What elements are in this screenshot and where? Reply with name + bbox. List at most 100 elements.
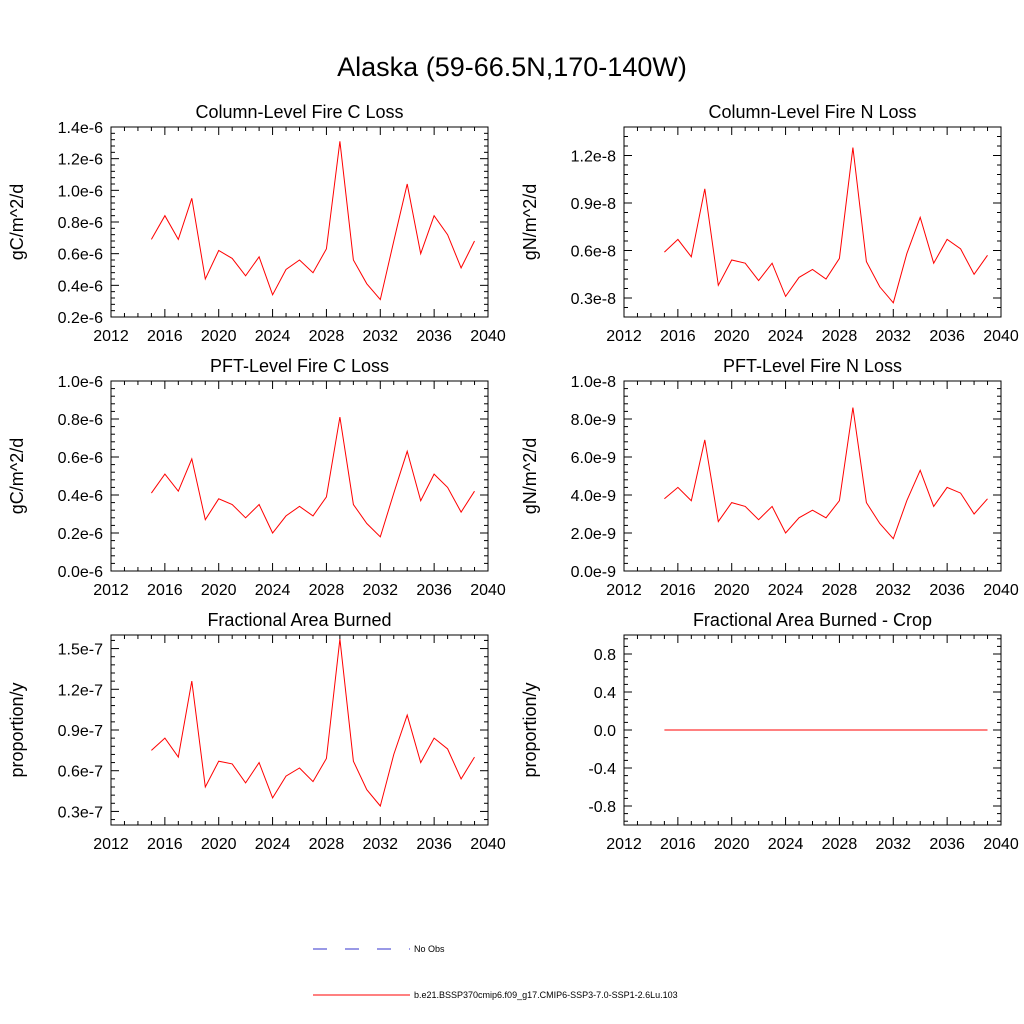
- x-tick-label: 2012: [606, 328, 642, 345]
- x-tick-label: 2032: [362, 582, 398, 599]
- chart-panel-4: PFT-Level Fire N Loss gN/m^2/d 2012 2016 202…: [520, 356, 1019, 599]
- panel-title: PFT-Level Fire N Loss: [723, 356, 902, 376]
- y-tick-label: 0.8e-6: [58, 215, 103, 232]
- panel-title: PFT-Level Fire C Loss: [210, 356, 389, 376]
- y-tick-label: 0.4e-6: [58, 488, 103, 505]
- x-tick-label: 2032: [362, 328, 398, 345]
- y-tick-label: -0.8: [588, 799, 616, 816]
- y-tick-label: 1.4e-6: [58, 120, 103, 137]
- y-tick-label: -0.4: [588, 761, 616, 778]
- y-axis-label: gC/m^2/d: [7, 184, 27, 260]
- chart-panel-5: Fractional Area Burned proportion/y 2012 20…: [7, 610, 506, 853]
- x-tick-label: 2012: [93, 582, 129, 599]
- x-tick-label: 2016: [660, 582, 696, 599]
- x-tick-label: 2028: [822, 328, 858, 345]
- x-tick-label: 2016: [147, 582, 183, 599]
- panel-title: Fractional Area Burned: [207, 610, 391, 630]
- panel-title: Column-Level Fire N Loss: [708, 102, 916, 122]
- y-tick-label: 0.6e-6: [58, 450, 103, 467]
- x-tick-label: 2032: [875, 582, 911, 599]
- x-tick-label: 2016: [660, 836, 696, 853]
- x-tick-label: 2020: [201, 836, 237, 853]
- x-tick-label: 2028: [822, 836, 858, 853]
- x-tick-label: 2036: [929, 836, 965, 853]
- y-axis-label: gN/m^2/d: [520, 184, 540, 260]
- x-tick-label: 2012: [606, 836, 642, 853]
- y-tick-label: 0.2e-6: [58, 310, 103, 327]
- panel-title: Column-Level Fire C Loss: [195, 102, 403, 122]
- y-tick-label: 0.0e-9: [571, 564, 616, 581]
- x-tick-label: 2024: [768, 582, 804, 599]
- y-tick-label: 1.5e-7: [58, 642, 103, 659]
- y-tick-label: 1.0e-6: [58, 374, 103, 391]
- x-tick-label: 2040: [470, 582, 506, 599]
- y-tick-label: 0.9e-7: [58, 723, 103, 740]
- plot-frame: [623, 380, 1002, 572]
- y-tick-label: 0.9e-8: [571, 196, 616, 213]
- x-tick-label: 2040: [983, 328, 1019, 345]
- x-tick-label: 2028: [309, 836, 345, 853]
- x-tick-label: 2036: [929, 328, 965, 345]
- x-tick-label: 2016: [147, 836, 183, 853]
- y-tick-label: 0.6e-7: [58, 764, 103, 781]
- x-tick-label: 2032: [875, 836, 911, 853]
- plot-frame: [110, 380, 489, 572]
- panel-title: Fractional Area Burned - Crop: [693, 610, 932, 630]
- y-axis-label: proportion/y: [520, 682, 540, 777]
- series-line: [150, 141, 475, 301]
- x-tick-label: 2020: [201, 582, 237, 599]
- y-tick-label: 0.6e-8: [571, 244, 616, 261]
- x-tick-label: 2012: [93, 836, 129, 853]
- chart-panel-1: Column-Level Fire C Loss gC/m^2/d 2012 2016…: [7, 102, 506, 345]
- x-tick-label: 2040: [470, 328, 506, 345]
- x-tick-label: 2032: [875, 328, 911, 345]
- x-tick-label: 2024: [768, 836, 804, 853]
- page-title: Alaska (59-66.5N,170-140W): [337, 52, 687, 82]
- x-tick-label: 2036: [416, 582, 452, 599]
- series-line: [151, 639, 475, 808]
- y-tick-label: 0.0e-6: [58, 564, 103, 581]
- y-tick-label: 0.6e-6: [58, 247, 103, 264]
- x-tick-label: 2040: [983, 836, 1019, 853]
- x-tick-label: 2024: [768, 328, 804, 345]
- x-tick-label: 2028: [309, 328, 345, 345]
- y-tick-label: 1.0e-6: [58, 183, 103, 200]
- y-tick-label: 0.2e-6: [58, 526, 103, 543]
- x-tick-label: 2024: [255, 836, 291, 853]
- y-tick-label: 6.0e-9: [571, 450, 616, 467]
- y-tick-label: 1.2e-6: [58, 152, 103, 169]
- y-tick-label: 2.0e-9: [571, 526, 616, 543]
- chart-panel-6: Fractional Area Burned - Crop proportion/…: [520, 610, 1019, 853]
- series-line: [664, 147, 988, 304]
- x-tick-label: 2040: [470, 836, 506, 853]
- x-tick-label: 2036: [416, 328, 452, 345]
- x-tick-label: 2028: [309, 582, 345, 599]
- x-tick-label: 2020: [714, 328, 750, 345]
- y-tick-label: 0.3e-7: [58, 804, 103, 821]
- y-tick-label: 0.4e-6: [58, 278, 103, 295]
- y-tick-label: 0.0: [594, 723, 616, 740]
- y-tick-label: 0.8: [594, 647, 616, 664]
- y-axis-label: gN/m^2/d: [520, 438, 540, 514]
- x-tick-label: 2040: [983, 582, 1019, 599]
- x-tick-label: 2016: [660, 328, 696, 345]
- chart-panel-3: PFT-Level Fire C Loss gC/m^2/d 2012 2016 202…: [7, 356, 506, 599]
- plot-frame: [623, 126, 1002, 318]
- x-tick-label: 2024: [255, 582, 291, 599]
- y-axis-label: gC/m^2/d: [7, 438, 27, 514]
- x-tick-label: 2012: [93, 328, 129, 345]
- y-tick-label: 0.8e-6: [58, 412, 103, 429]
- x-tick-label: 2020: [714, 836, 750, 853]
- y-tick-label: 8.0e-9: [571, 412, 616, 429]
- x-tick-label: 2024: [255, 328, 291, 345]
- x-tick-label: 2036: [929, 582, 965, 599]
- y-axis-label: proportion/y: [7, 682, 27, 777]
- series-line: [664, 407, 988, 540]
- y-tick-label: 4.0e-9: [571, 488, 616, 505]
- series-line: [150, 417, 475, 538]
- y-tick-label: 1.0e-8: [571, 374, 616, 391]
- y-tick-label: 1.2e-8: [571, 149, 616, 166]
- x-tick-label: 2028: [822, 582, 858, 599]
- y-tick-label: 0.3e-8: [571, 291, 616, 308]
- x-tick-label: 2020: [714, 582, 750, 599]
